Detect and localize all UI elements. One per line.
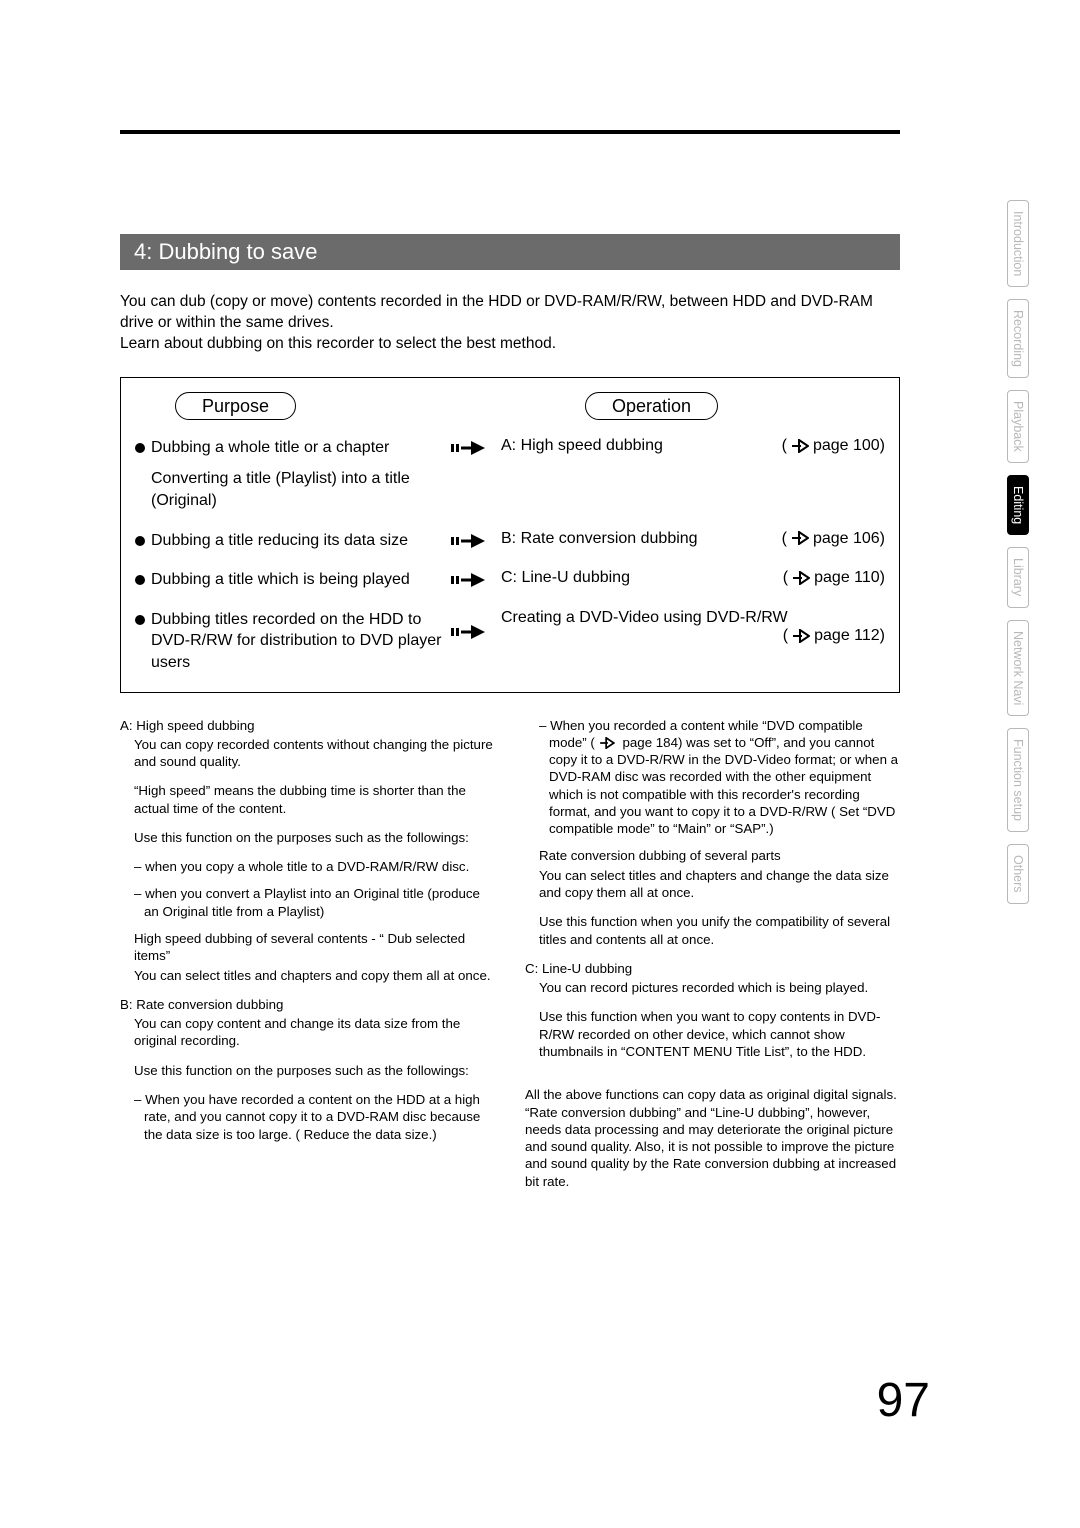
subheading: B: Rate conversion dubbing [120, 996, 495, 1013]
ref-arrow-icon [792, 629, 810, 643]
purpose-operation-table: Purpose Operation Dubbing a whole title … [120, 377, 900, 693]
page-number-ref: page 100 [813, 437, 880, 454]
ref-arrow-icon [791, 439, 809, 453]
tab-editing[interactable]: Editing [1007, 475, 1029, 535]
tab-introduction[interactable]: Introduction [1007, 200, 1029, 287]
dash-item: – when you copy a whole title to a DVD-R… [120, 858, 495, 875]
dash-item: – When you have recorded a content on th… [120, 1091, 495, 1143]
purpose-line: Converting a title (Playlist) into a tit… [151, 468, 451, 511]
arrow-right-icon [451, 532, 487, 550]
ref-arrow-icon [792, 571, 810, 585]
dash-item: – When you recorded a content while “DVD… [525, 717, 900, 838]
tab-network-navi[interactable]: Network Navi [1007, 620, 1029, 716]
paragraph: You can select titles and chapters and c… [525, 867, 900, 902]
tab-others[interactable]: Others [1007, 844, 1029, 904]
purpose-text: Dubbing titles recorded on the HDD to DV… [151, 609, 451, 674]
intro-text: You can dub (copy or move) contents reco… [120, 292, 900, 355]
sub-subheading: Rate conversion dubbing of several parts [525, 847, 900, 864]
intro-line: Learn about dubbing on this recorder to … [120, 334, 900, 355]
subheading: C: Line-U dubbing [525, 960, 900, 977]
table-row: Dubbing a title which is being played C:… [135, 569, 885, 591]
tab-playback[interactable]: Playback [1007, 390, 1029, 463]
operation-text: C: Line-U dubbing [501, 569, 630, 587]
table-row: Dubbing a whole title or a chapter Conve… [135, 437, 885, 512]
paragraph: Use this function on the purposes such a… [120, 1062, 495, 1079]
operation-text: Creating a DVD-Video using DVD-R/RW [501, 609, 788, 627]
section-title: 4: Dubbing to save [120, 234, 900, 270]
paragraph: You can record pictures recorded which i… [525, 979, 900, 996]
operation-header: Operation [585, 392, 718, 420]
paragraph: “High speed” means the dubbing time is s… [120, 782, 495, 817]
subheading: A: High speed dubbing [120, 717, 495, 734]
purpose-header: Purpose [175, 392, 296, 420]
page-number-ref: page 110 [814, 569, 880, 586]
page-reference: (page 112) [783, 627, 885, 645]
table-row: Dubbing titles recorded on the HDD to DV… [135, 609, 885, 674]
operation-text: A: High speed dubbing [501, 437, 663, 455]
tab-function-setup[interactable]: Function setup [1007, 728, 1029, 832]
ref-arrow-icon [791, 531, 809, 545]
table-row: Dubbing a title reducing its data size B… [135, 530, 885, 552]
arrow-right-icon [451, 571, 487, 589]
page-number-ref: page 106 [813, 530, 880, 547]
paragraph: Use this function on the purposes such a… [120, 829, 495, 846]
tab-library[interactable]: Library [1007, 547, 1029, 607]
note-paragraph: All the above functions can copy data as… [525, 1086, 900, 1190]
page-content: 4: Dubbing to save You can dub (copy or … [120, 130, 900, 1202]
page-number-ref: page 184 [623, 735, 678, 750]
ref-arrow-icon [599, 737, 615, 749]
arrow-right-icon [451, 623, 487, 641]
bullet-icon [135, 443, 145, 453]
paragraph: You can copy recorded contents without c… [120, 736, 495, 771]
page-number: 97 [877, 1373, 930, 1428]
bullet-icon [135, 575, 145, 585]
intro-line: You can dub (copy or move) contents reco… [120, 292, 900, 334]
bullet-icon [135, 536, 145, 546]
page-reference: (page 106) [782, 530, 885, 548]
paragraph: Use this function when you want to copy … [525, 1008, 900, 1060]
purpose-text: Dubbing a title which is being played [151, 569, 451, 591]
body-columns: A: High speed dubbing You can copy recor… [120, 717, 900, 1202]
side-tabs: Introduction Recording Playback Editing … [1007, 200, 1035, 916]
purpose-text: Dubbing a whole title or a chapter Conve… [151, 437, 451, 512]
page-reference: (page 100) [782, 437, 885, 455]
page-number-ref: page 112 [814, 627, 880, 644]
horizontal-rule [120, 130, 900, 134]
dash-item: – when you convert a Playlist into an Or… [120, 885, 495, 920]
arrow-right-icon [451, 439, 487, 457]
purpose-line: Dubbing a whole title or a chapter [151, 437, 451, 459]
purpose-text: Dubbing a title reducing its data size [151, 530, 451, 552]
page-reference: (page 110) [783, 569, 885, 587]
sub-subheading: High speed dubbing of several contents -… [120, 930, 495, 965]
paragraph: You can select titles and chapters and c… [120, 967, 495, 984]
tab-recording[interactable]: Recording [1007, 299, 1029, 378]
right-column: – When you recorded a content while “DVD… [525, 717, 900, 1202]
bullet-icon [135, 615, 145, 625]
text-span: ) was set to “Off”, and you cannot copy … [549, 735, 898, 836]
operation-text: B: Rate conversion dubbing [501, 530, 698, 548]
paragraph: You can copy content and change its data… [120, 1015, 495, 1050]
paragraph: Use this function when you unify the com… [525, 913, 900, 948]
left-column: A: High speed dubbing You can copy recor… [120, 717, 495, 1202]
